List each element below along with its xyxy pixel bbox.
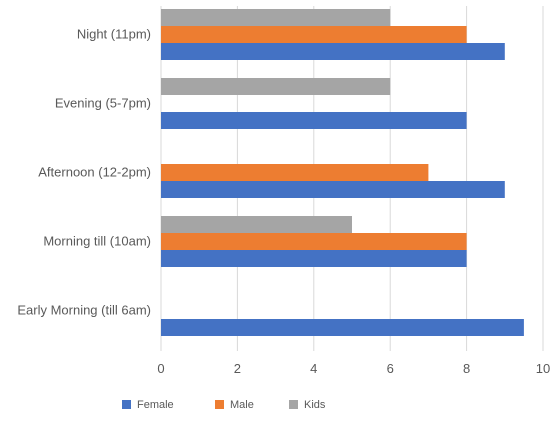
bar-female-2 — [161, 181, 505, 198]
bar-male-3 — [161, 233, 467, 250]
x-tick-label: 2 — [234, 361, 241, 376]
x-tick-label: 8 — [463, 361, 470, 376]
bar-kids-0 — [161, 9, 391, 26]
bar-male-0 — [161, 26, 467, 43]
x-tick-label: 0 — [157, 361, 164, 376]
x-tick-label: 6 — [387, 361, 394, 376]
category-label: Morning till (10am) — [43, 234, 151, 249]
category-label: Night (11pm) — [77, 27, 151, 42]
bar-female-1 — [161, 112, 467, 129]
legend-swatch-female — [122, 400, 131, 409]
legend-swatch-male — [215, 400, 224, 409]
legend-label-male: Male — [230, 399, 254, 411]
legend-swatch-kids — [289, 400, 298, 409]
legend-label-female: Female — [137, 399, 174, 411]
bar-female-3 — [161, 250, 467, 267]
x-tick-label: 10 — [536, 361, 550, 376]
category-label: Early Morning (till 6am) — [17, 303, 151, 318]
bar-female-4 — [161, 319, 524, 336]
legend: Female Male Kids — [122, 399, 326, 411]
legend-label-kids: Kids — [304, 399, 326, 411]
category-label: Evening (5-7pm) — [55, 96, 151, 111]
bar-male-2 — [161, 164, 429, 181]
bar-female-0 — [161, 43, 505, 60]
category-labels: Night (11pm) Evening (5-7pm) Afternoon (12… — [17, 27, 151, 318]
bar-kids-1 — [161, 78, 391, 95]
x-tick-label: 4 — [310, 361, 317, 376]
bars — [161, 9, 524, 336]
x-axis-ticks: 0 2 4 6 8 10 — [157, 361, 550, 376]
bar-kids-3 — [161, 216, 352, 233]
category-label: Afternoon (12-2pm) — [38, 165, 151, 180]
